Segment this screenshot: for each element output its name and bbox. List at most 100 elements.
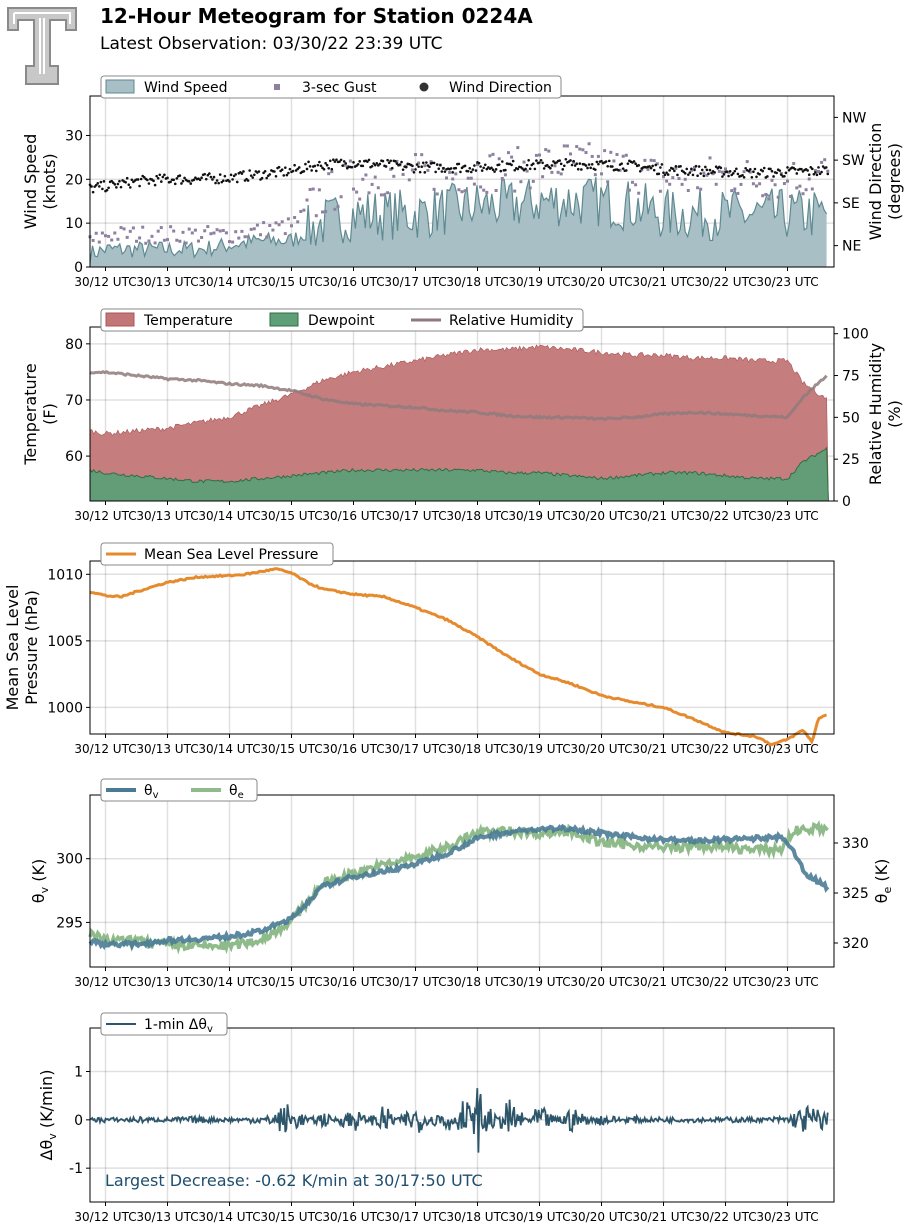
wind-direction-point [223, 174, 227, 178]
wind-direction-point [707, 172, 710, 176]
wind-direction-point [90, 185, 93, 188]
gust-point [553, 164, 557, 168]
gust-point [317, 188, 321, 192]
wind-direction-point [265, 176, 269, 180]
wind-direction-point [449, 167, 453, 170]
wind-direction-point [470, 170, 473, 174]
wind-direction-point [541, 161, 544, 165]
wind-direction-point [663, 173, 667, 177]
wind-direction-point [545, 163, 549, 167]
wind-direction-point [638, 169, 642, 173]
gust-point [590, 154, 594, 158]
wind-direction-point [578, 162, 582, 165]
gust-point [575, 145, 579, 149]
gust-point [488, 154, 492, 158]
legend-label: θv [144, 783, 159, 801]
wind-direction-point [161, 175, 165, 179]
ylabel-part: θ [29, 893, 48, 903]
wind-direction-point [735, 167, 738, 171]
x-tick-label: 30/19 UTC [508, 742, 570, 756]
wind-direction-point [749, 167, 752, 171]
x-tick-label: 30/23 UTC [756, 1210, 818, 1224]
gust-point [200, 236, 204, 240]
gust-point [147, 239, 151, 243]
wind-direction-point [198, 178, 202, 182]
x-tick-label: 30/22 UTC [694, 1210, 756, 1224]
wind-direction-point [318, 160, 321, 164]
legend-label-part: e [238, 790, 244, 801]
wind-direction-point [494, 168, 498, 171]
theta-v-ylabel: θv (K) [29, 859, 51, 903]
wind-direction-point [666, 173, 670, 176]
wind-direction-point [742, 175, 746, 179]
wind-direction-point [477, 161, 481, 165]
wind-direction-point [421, 161, 425, 165]
wind-direction-point [375, 162, 379, 165]
theta-e-line [88, 820, 829, 955]
wind-direction-point [824, 166, 828, 169]
gust-point [804, 188, 808, 192]
wind-direction-point [625, 169, 628, 172]
gust-point [680, 182, 684, 186]
gust-point [373, 175, 377, 179]
wind-direction-point [208, 172, 211, 175]
wind-panel: 30/12 UTC 30/13 UTC 30/14 UTC 30/15 UTC 30/1… [21, 75, 904, 289]
wind-direction-point [181, 179, 185, 183]
gust-point [383, 193, 386, 197]
y2-tick-label: 330 [842, 836, 869, 852]
gust-point [91, 238, 95, 242]
wind-y2label-line: (degrees) [885, 143, 904, 220]
wind-direction-point [260, 176, 264, 180]
wind-direction-point [411, 164, 414, 168]
wind-direction-point [251, 176, 255, 179]
wind-direction-point [305, 167, 309, 171]
gust-point [525, 169, 529, 173]
wind-direction-point [528, 167, 532, 171]
y-tick-label: 80 [65, 337, 83, 353]
gust-point [293, 215, 297, 219]
dtheta-ylabel: Δθv (K/min) [37, 1070, 59, 1161]
gust-point [500, 177, 504, 181]
wind-direction-point [439, 163, 442, 167]
wind-direction-point [597, 162, 600, 166]
wind-direction-point [654, 163, 658, 167]
wind-direction-point [795, 172, 799, 175]
wind-direction-point [480, 169, 484, 172]
wind-direction-point [542, 167, 546, 170]
gust-point [578, 147, 582, 151]
gust-point [339, 195, 343, 199]
wind-direction-point [459, 170, 462, 174]
x-tick-label: 30/12 UTC [74, 275, 136, 289]
wind-direction-point [428, 165, 431, 169]
gust-point [714, 182, 718, 186]
x-tick-label: 30/16 UTC [322, 275, 384, 289]
gust-point [646, 167, 650, 171]
gust-point [379, 193, 383, 197]
wind-direction-point [172, 178, 175, 182]
gust-point [389, 167, 393, 171]
wind-direction-point [549, 166, 552, 170]
x-tick-label: 30/22 UTC [694, 742, 756, 756]
wind-direction-point [91, 190, 95, 194]
wind-direction-point [780, 173, 783, 176]
gust-point [159, 226, 163, 230]
theta-e-y2label: θe (K) [872, 859, 894, 904]
gust-point [97, 240, 101, 244]
gust-point [736, 191, 740, 195]
wind-direction-point [652, 168, 656, 172]
ylabel-part: Δθ [37, 1140, 56, 1161]
largest-decrease-annotation: Largest Decrease: -0.62 K/min at 30/17:5… [105, 1171, 483, 1190]
gust-point [296, 220, 300, 224]
gust-point [795, 186, 799, 190]
gust-point [745, 160, 749, 164]
gust-point [255, 223, 259, 227]
wind-direction-point [315, 169, 318, 173]
gust-point [627, 188, 631, 192]
gust-point [550, 170, 554, 174]
gust-point [367, 191, 371, 195]
gust-point [534, 153, 538, 157]
wind-direction-point [415, 163, 419, 166]
wind-direction-point [228, 180, 231, 183]
gust-point [128, 229, 132, 233]
wind-direction-point [580, 168, 583, 171]
